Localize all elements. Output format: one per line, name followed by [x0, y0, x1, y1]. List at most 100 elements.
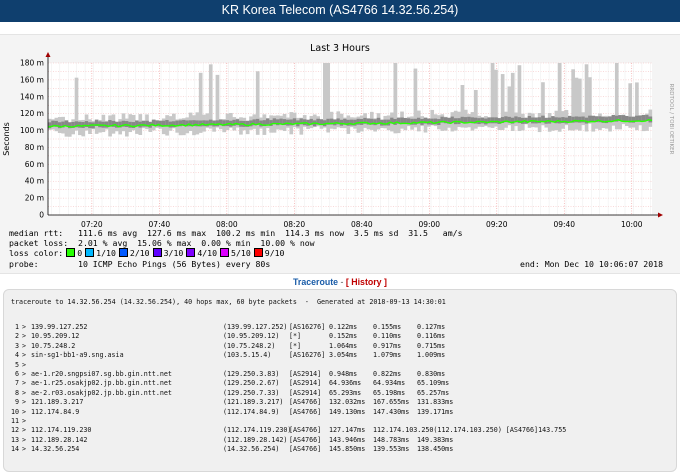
- hop-as: [*]: [289, 341, 302, 350]
- smoke-core: [494, 117, 498, 124]
- smoke-band: [567, 115, 572, 131]
- smoke-band: [645, 113, 649, 131]
- hop-as: [AS2914]: [289, 370, 322, 378]
- smoke-core: [433, 118, 438, 125]
- smoke-core: [363, 117, 367, 124]
- hop-host: 14.32.56.254: [31, 445, 80, 454]
- smoke-band: [608, 118, 612, 132]
- smoke-core: [343, 118, 347, 125]
- smoke-core: [67, 122, 72, 129]
- smoke-core: [349, 119, 354, 126]
- hop-num: 9: [11, 398, 20, 407]
- smoke-core: [74, 121, 79, 128]
- hop-num: 14: [11, 445, 20, 454]
- smoke-core: [235, 119, 240, 126]
- smoke-core: [205, 120, 210, 127]
- page-header: KR Korea Telecom (AS4766 14.32.56.254): [0, 0, 680, 22]
- hop-ip: (129.250.7.33): [223, 388, 280, 397]
- smoke-band: [591, 118, 596, 132]
- hop-separator: >: [22, 341, 27, 350]
- smoke-core: [255, 118, 260, 125]
- hop-as: [AS4766]: [289, 426, 322, 435]
- smoke-core: [262, 120, 267, 127]
- smoke-band: [571, 69, 575, 131]
- loss-color-legend: 0 1/10 2/10 3/10 4/10 5/10 9/10: [63, 248, 284, 258]
- smoke-core: [470, 117, 475, 124]
- smoke-core: [480, 117, 485, 124]
- smoke-core: [165, 119, 169, 126]
- smoke-band: [588, 77, 592, 124]
- smoke-core: [380, 119, 384, 126]
- hop-host: 121.189.3.217: [31, 398, 84, 407]
- loss-color-row: loss color: 0 1/10 2/10 3/10 4/10 5/10 9/10: [9, 248, 671, 258]
- smoke-core: [635, 115, 639, 122]
- hop-separator: >: [22, 426, 27, 435]
- smoke-core: [625, 116, 629, 122]
- hop-t2: 0.155ms: [373, 323, 402, 331]
- hop-num: 13: [11, 435, 20, 444]
- smoke-core: [155, 120, 159, 127]
- smoke-band: [178, 118, 183, 136]
- smoke-core: [416, 117, 421, 124]
- smoke-band: [584, 64, 589, 132]
- hop-t1: 0.948ms: [329, 370, 358, 378]
- smoke-core: [410, 118, 414, 125]
- y-axis-label: Seconds: [2, 122, 11, 156]
- history-link[interactable]: [ History ]: [345, 277, 387, 287]
- hop-separator: >: [22, 407, 27, 416]
- hop-host: 112.174.119.230: [31, 426, 92, 435]
- hop-ip: (112.174.84.9): [223, 407, 280, 416]
- smoke-core: [121, 120, 126, 127]
- hop-t3: 65.257ms: [417, 388, 450, 397]
- hop-t1: 132.032ms: [329, 398, 366, 407]
- smoke-band: [255, 71, 260, 135]
- hop-ip: (129.250.3.83): [223, 370, 280, 378]
- hop-ip: (139.99.127.252): [223, 323, 288, 331]
- smoke-core: [94, 120, 99, 126]
- hop-host: 10.95.209.12: [31, 332, 80, 341]
- smoke-core: [413, 118, 418, 125]
- x-tick-label: 07:20: [81, 220, 103, 229]
- hop-t1: 145.850ms: [329, 445, 366, 454]
- smoke-core: [557, 117, 562, 124]
- smoke-band: [507, 86, 512, 126]
- hop-separator: >: [22, 323, 27, 331]
- y-tick-label: 60 m: [25, 160, 44, 169]
- smoke-core: [537, 117, 542, 124]
- x-tick-label: 09:40: [553, 220, 575, 229]
- hop-t2: 147.430ms: [373, 407, 410, 416]
- smoke-core: [490, 117, 495, 124]
- smoke-core: [604, 117, 609, 124]
- loss-swatch-label: 0: [77, 248, 83, 259]
- y-tick-label: 140 m: [20, 92, 44, 101]
- smoke-core: [484, 118, 488, 125]
- hop-ip: (103.5.15.4): [223, 351, 272, 360]
- rrdtool-credit: RRDTOOL / TOBI OETIKER: [668, 84, 674, 155]
- smoke-core: [641, 114, 646, 121]
- smoke-core: [161, 120, 166, 127]
- smoke-core: [514, 116, 518, 123]
- hop-num: 7: [11, 379, 20, 388]
- hop-separator: >: [22, 435, 27, 444]
- smoke-core: [403, 117, 408, 124]
- y-tick-label: 0: [39, 211, 44, 220]
- smoke-band: [628, 83, 633, 128]
- hop-host: sin-sg1-bb1-a9.sng.asia: [31, 351, 124, 360]
- link-separator: -: [340, 277, 344, 287]
- smoke-core: [393, 118, 398, 125]
- smoke-band: [396, 117, 401, 134]
- hop-as: [AS4766]: [289, 398, 322, 407]
- traceroute-link[interactable]: Traceroute: [293, 277, 339, 287]
- smoke-core: [172, 121, 176, 128]
- smoke-core: [272, 118, 277, 125]
- x-tick-label: 08:20: [284, 220, 306, 229]
- smoke-band: [517, 65, 522, 132]
- smoke-core: [608, 116, 612, 123]
- smoke-core: [64, 120, 69, 127]
- smoke-core: [212, 120, 216, 127]
- chart-title: Last 3 Hours: [310, 43, 370, 54]
- smoke-core: [182, 119, 186, 126]
- smoke-core: [598, 116, 602, 123]
- hop-host: ae-2.r03.osakjp02.jp.bb.gin.ntt.net: [31, 388, 172, 397]
- smoke-core: [564, 117, 569, 124]
